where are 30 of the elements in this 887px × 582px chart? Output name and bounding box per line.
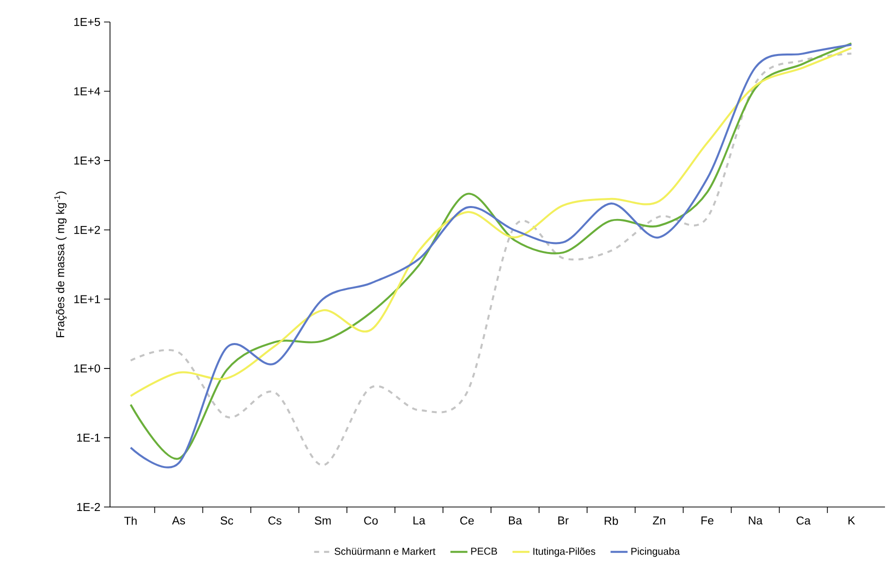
- x-tick-label: Th: [124, 516, 137, 525]
- line-series: [130, 47, 852, 397]
- x-tick-label: Cs: [268, 516, 282, 525]
- legend-label: Itutinga-Pilões: [533, 548, 596, 557]
- x-tick-label: Na: [748, 516, 763, 524]
- x-tick-label: Sm: [314, 516, 331, 525]
- x-tick-label: K: [848, 516, 856, 524]
- x-tick-label: Ba: [508, 516, 522, 524]
- y-tick-label: 1E+1: [74, 295, 100, 304]
- x-tick-label: As: [172, 516, 185, 524]
- y-tick-label: 1E+5: [74, 18, 100, 26]
- x-tick-label: Co: [364, 516, 378, 525]
- y-axis-title: Frações de massa ( mg kg$^{-1}$): [54, 192, 67, 338]
- y-tick-label: 1E+3: [74, 156, 100, 165]
- y-tick-label: 1E+2: [74, 226, 100, 234]
- y-tick-label: 1E-1: [77, 434, 100, 442]
- legend-label: Schüürmann e Markert: [334, 548, 436, 555]
- legend-label: PECB: [471, 548, 498, 555]
- x-tick-label: Ce: [460, 516, 474, 525]
- x-tick-label: La: [414, 516, 426, 524]
- y-tick-label: 1E+4: [74, 87, 100, 96]
- y-tick-label: 1E-2: [77, 502, 100, 511]
- x-tick-label: Ca: [796, 516, 811, 525]
- x-tick-label: Sc: [220, 516, 234, 525]
- x-tick-label: Zn: [652, 516, 666, 524]
- x-tick-label: Fe: [701, 516, 714, 524]
- legend-label: Picinguaba: [631, 548, 680, 557]
- x-tick-label: Rb: [604, 516, 618, 525]
- x-tick-label: Br: [558, 516, 569, 524]
- y-tick-label: 1E+0: [74, 364, 100, 372]
